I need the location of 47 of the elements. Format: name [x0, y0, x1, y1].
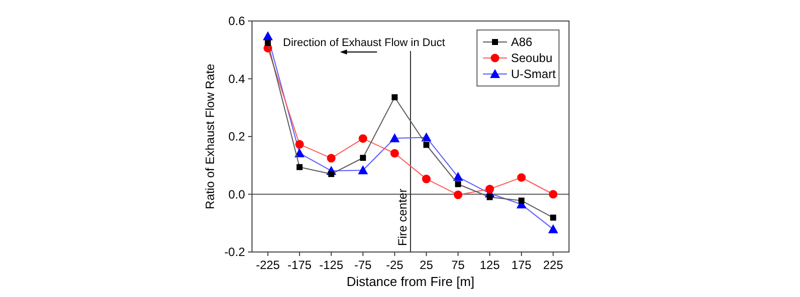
x-tick-label: 175	[511, 258, 532, 272]
y-tick-label: -0.2	[224, 245, 246, 259]
x-tick-label: 125	[480, 258, 500, 272]
y-tick-label: 0.2	[228, 130, 246, 144]
point	[264, 40, 271, 46]
point	[453, 172, 464, 181]
point	[262, 31, 273, 40]
point	[390, 133, 400, 142]
x-tick-label: -125	[319, 258, 344, 272]
point	[358, 134, 368, 143]
x-tick-label: -225	[256, 258, 280, 272]
point	[358, 165, 368, 174]
legend-label: U-Smart	[511, 67, 556, 81]
x-tick-label: 25	[420, 258, 434, 272]
point	[486, 194, 493, 200]
point	[455, 181, 462, 188]
x-tick-label: -75	[354, 258, 372, 272]
point	[423, 142, 430, 148]
point	[517, 173, 526, 182]
point	[421, 132, 432, 142]
point	[360, 154, 366, 161]
point	[548, 224, 558, 234]
point	[390, 148, 399, 158]
point	[550, 214, 556, 221]
x-tick-label: -25	[386, 258, 404, 272]
y-tick-label: 0.6	[228, 14, 246, 28]
x-tick-label: -175	[288, 258, 312, 272]
x-tick-label: 75	[451, 258, 466, 272]
point	[326, 154, 336, 162]
y-tick-label: 0.0	[228, 187, 246, 202]
point	[296, 164, 303, 170]
point	[518, 198, 524, 204]
legend-label: Seoubu	[511, 51, 552, 65]
legend-label: A86	[511, 35, 533, 49]
x-axis-title: Distance from Fire [m]	[346, 274, 474, 289]
point	[295, 140, 304, 149]
y-axis-title: Ratio of Exhaust Flow Rate	[203, 63, 217, 210]
x-tick-label: 225	[543, 258, 564, 272]
point	[422, 174, 431, 184]
point	[392, 94, 398, 100]
y-tick-label: 0.4	[228, 72, 246, 86]
point	[485, 184, 494, 194]
ref-line-label: Fire center	[396, 188, 410, 246]
point	[454, 190, 462, 200]
point	[548, 190, 558, 199]
annotation: Direction of Exhaust Flow in Duct	[283, 37, 446, 49]
point	[328, 171, 334, 178]
